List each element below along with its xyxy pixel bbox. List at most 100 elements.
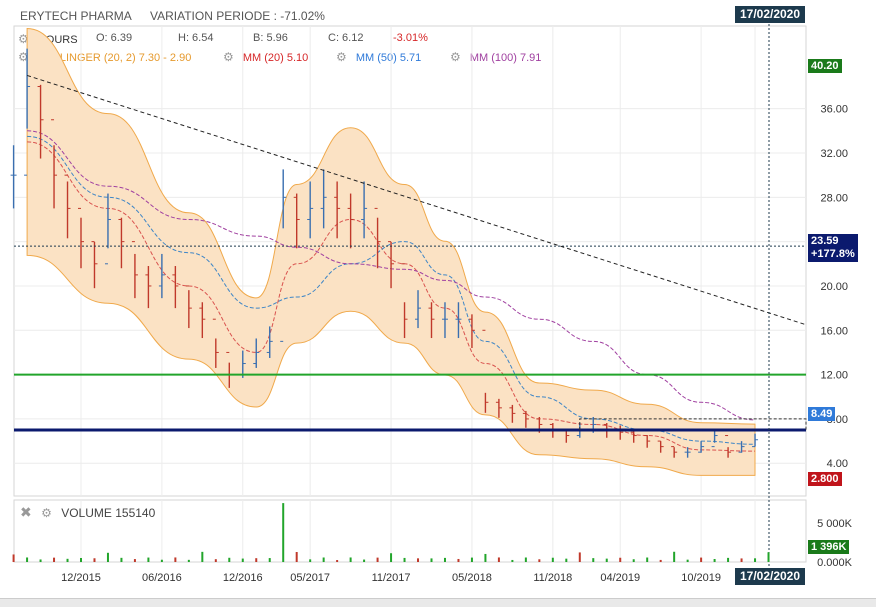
chart-overlays xyxy=(14,24,807,568)
volume-bar xyxy=(160,559,163,562)
volume-bar xyxy=(727,557,730,562)
volume-bar xyxy=(417,558,420,562)
mm50-legend[interactable]: ⚙ MM (50) 5.71 xyxy=(336,50,421,64)
mm100-value: 7.91 xyxy=(519,52,542,64)
volume-bar xyxy=(700,557,703,562)
volume-bar xyxy=(673,551,676,562)
y-tick-label: 20.00 xyxy=(820,281,848,293)
volume-bar xyxy=(282,503,285,562)
volume-bar xyxy=(470,557,473,562)
volume-bar xyxy=(133,559,136,562)
volume-bar xyxy=(295,552,298,562)
volume-bar xyxy=(457,558,460,562)
gear-icon[interactable]: ⚙ xyxy=(450,50,461,64)
volume-bar xyxy=(632,559,635,562)
volume-bar xyxy=(255,558,258,562)
volume-bar xyxy=(174,557,177,562)
gear-icon[interactable]: ⚙ xyxy=(18,50,29,64)
volume-bar xyxy=(659,559,662,562)
volume-tick-label: 0.000K xyxy=(817,557,853,569)
volume-bar xyxy=(592,558,595,562)
volume-bar xyxy=(322,557,325,562)
volume-bar xyxy=(39,559,42,562)
trend-line xyxy=(26,74,807,326)
volume-bar xyxy=(336,560,339,562)
x-tick-label: 05/2017 xyxy=(290,572,330,584)
volume-bar xyxy=(120,557,123,562)
volume-frame xyxy=(13,499,807,563)
volume-bar xyxy=(443,557,446,562)
volume-tick-label: 5 000K xyxy=(817,518,853,530)
x-tick-label: 05/2018 xyxy=(452,572,492,584)
x-tick-label: 12/2016 xyxy=(223,572,263,584)
volume-legend[interactable]: ✖ ⚙ VOLUME 155140 xyxy=(20,504,155,521)
max-price-tag: 40.20 xyxy=(808,59,842,73)
price-frame xyxy=(13,25,807,497)
level-value: 23.59 xyxy=(811,235,839,247)
volume-bar xyxy=(390,553,393,562)
volume-bar xyxy=(93,558,96,562)
volume-bar xyxy=(430,558,433,562)
y-tick-label: 32.00 xyxy=(820,148,848,160)
mm20-value: 5.10 xyxy=(286,52,309,64)
volume-bar xyxy=(605,558,608,562)
volume-bar xyxy=(646,557,649,562)
gear-icon[interactable]: ⚙ xyxy=(18,32,29,46)
volume-bar xyxy=(309,559,312,562)
bottom-scrollbar[interactable] xyxy=(0,598,876,607)
volume-label: VOLUME xyxy=(61,506,112,520)
mm20-label: MM (20) xyxy=(242,52,284,64)
volume-bar xyxy=(484,553,487,562)
chart-header: ERYTECH PHARMA VARIATION PERIODE : -71.0… xyxy=(0,0,876,30)
volume-bar xyxy=(619,557,622,562)
volume-bar xyxy=(767,552,770,562)
mm50-line xyxy=(27,135,756,445)
volume-last-tag: 1 396K xyxy=(808,540,850,554)
change-value: -3.01% xyxy=(393,32,428,44)
volume-bar xyxy=(66,558,69,562)
volume-value: 155140 xyxy=(115,506,156,520)
x-tick-label: 04/2019 xyxy=(600,572,640,584)
volume-bar xyxy=(241,558,244,562)
gear-icon[interactable]: ⚙ xyxy=(336,50,347,64)
volume-bar xyxy=(578,552,581,562)
open-value: O: 6.39 xyxy=(96,32,133,44)
gear-icon[interactable]: ⚙ xyxy=(223,50,234,64)
mm20-legend[interactable]: ⚙ MM (20) 5.10 xyxy=(223,50,308,64)
volume-bar xyxy=(214,559,217,562)
x-tick-label: 10/2019 xyxy=(681,572,721,584)
volume-bar xyxy=(228,557,231,562)
close-icon[interactable]: ✖ xyxy=(20,504,32,520)
bollinger-values: 7.30 - 2.90 xyxy=(138,52,192,64)
y-tick-label: 28.00 xyxy=(820,192,848,204)
mm50-label: MM (50) xyxy=(355,52,397,64)
volume-bar xyxy=(686,559,689,562)
volume-bar xyxy=(403,557,406,562)
mm20-line xyxy=(27,141,756,452)
volume-bar xyxy=(551,557,554,562)
volume-bar xyxy=(511,559,514,562)
axis-labels: 4.008.0012.0016.0020.0024.0028.0032.0036… xyxy=(61,104,853,584)
volume-bar xyxy=(26,557,29,562)
volume-bar xyxy=(538,559,541,562)
mm100-label: MM (100) xyxy=(469,52,517,64)
volume-bar xyxy=(201,551,204,562)
volume-bar xyxy=(363,559,366,562)
level-tag: 23.59 +177.8% xyxy=(808,234,858,262)
close-value: C: 6.12 xyxy=(328,32,364,44)
y-tick-label: 16.00 xyxy=(820,325,848,337)
volume-bar xyxy=(80,557,82,562)
y-tick-label: 36.00 xyxy=(820,104,848,116)
mm100-legend[interactable]: ⚙ MM (100) 7.91 xyxy=(450,50,541,64)
volume-bar xyxy=(147,557,150,562)
volume-bar xyxy=(754,558,757,562)
volume-bar xyxy=(740,558,743,562)
volume-bar xyxy=(268,558,271,562)
volume-bar xyxy=(187,559,190,562)
price-bars xyxy=(10,48,759,458)
y-tick-label: 4.00 xyxy=(827,458,848,470)
gear-icon[interactable]: ⚙ xyxy=(41,506,52,520)
last-price-tag: 8.49 xyxy=(808,407,836,421)
x-tick-label: 12/2015 xyxy=(61,572,101,584)
